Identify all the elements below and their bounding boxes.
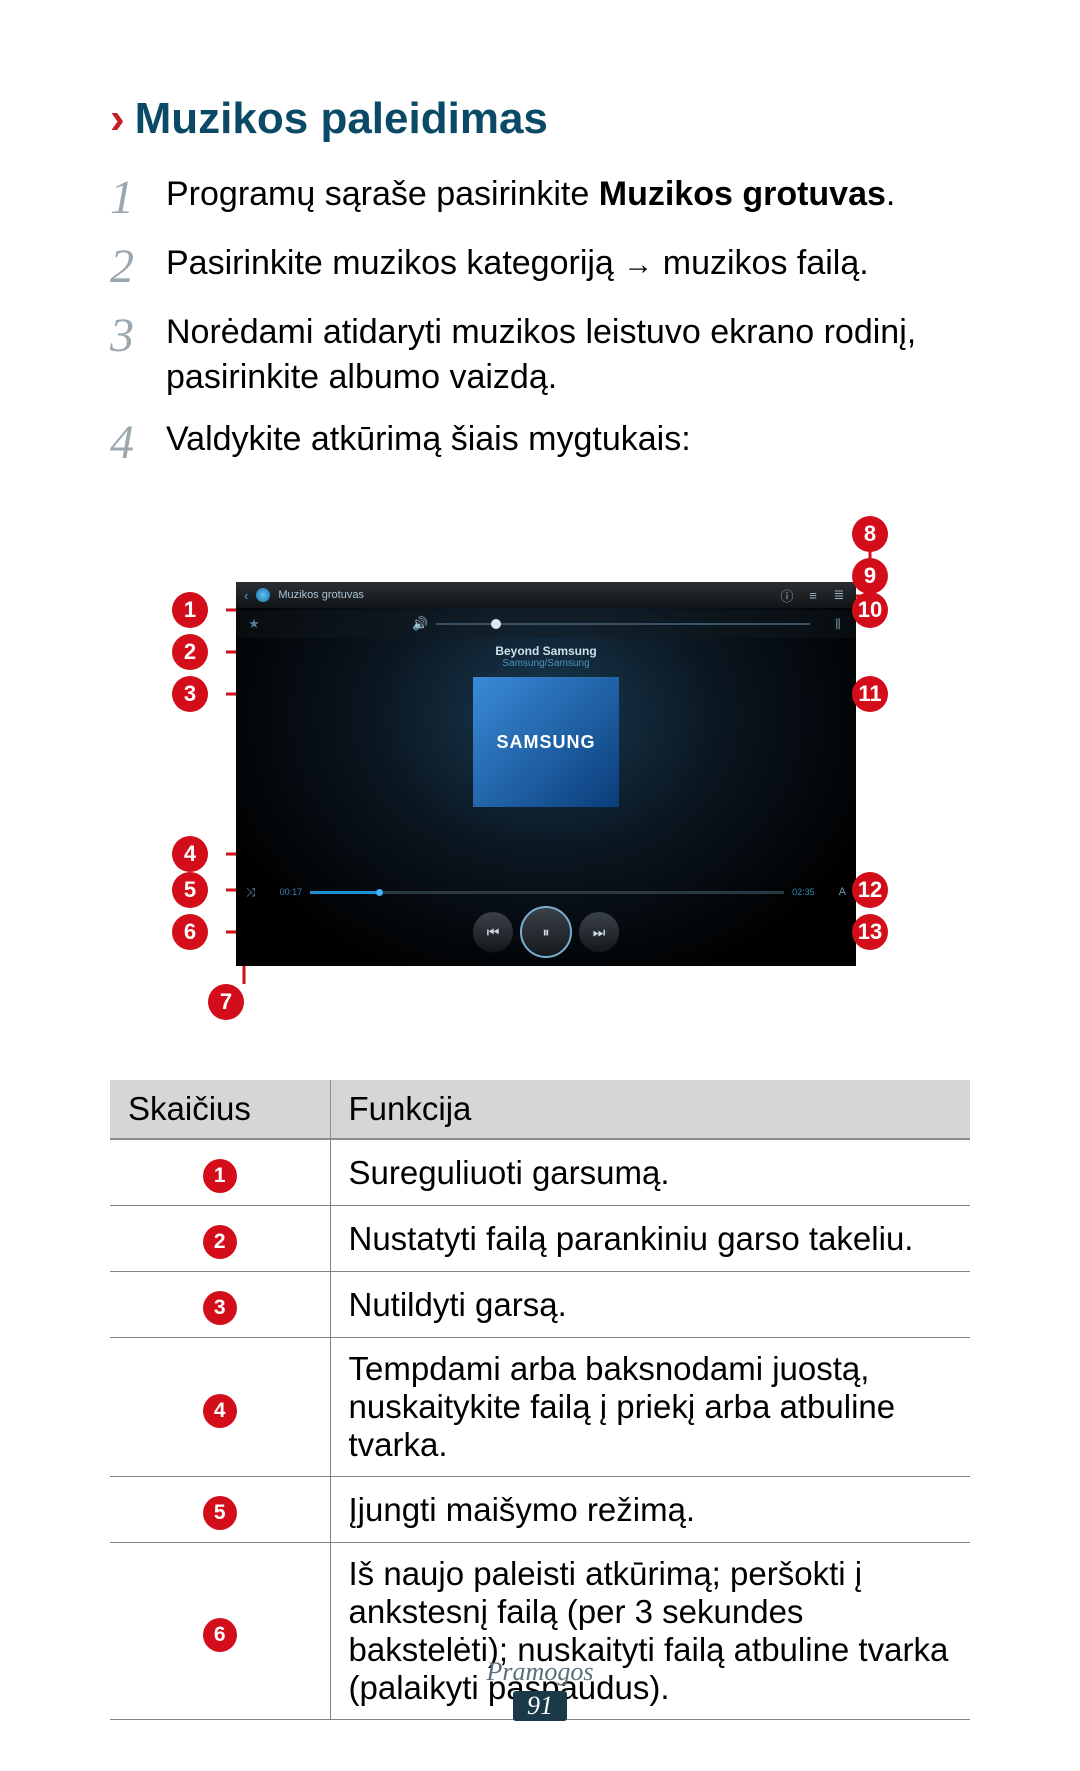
table-cell-number: 4 — [110, 1338, 330, 1477]
callout-badge: 13 — [852, 914, 888, 950]
table-row: 4 Tempdami arba baksnodami juostą, nuskai… — [110, 1338, 970, 1477]
step-number: 4 — [110, 417, 166, 470]
functions-table: Skaičius Funkcija 1 Sureguliuoti garsumą.… — [110, 1080, 970, 1720]
table-row: 1 Sureguliuoti garsumą. — [110, 1139, 970, 1206]
step-text: Valdykite atkūrimą šiais mygtukais: — [166, 417, 970, 463]
back-icon[interactable]: ‹ — [244, 588, 248, 603]
number-badge: 5 — [203, 1496, 237, 1530]
volume-slider[interactable] — [436, 623, 810, 625]
player-title: Muzikos grotuvas — [278, 589, 364, 601]
table-cell-number: 2 — [110, 1206, 330, 1272]
shuffle-icon[interactable]: ⤨ — [246, 885, 256, 900]
next-button[interactable]: ⏭ — [578, 911, 620, 953]
favorite-icon[interactable]: ★ — [236, 616, 272, 632]
step-number: 2 — [110, 241, 166, 294]
callout-badge: 1 — [172, 592, 208, 628]
heading-title: Muzikos paleidimas — [135, 94, 548, 144]
info-icon[interactable]: ⓘ — [778, 586, 796, 605]
arrow-icon: → — [623, 248, 653, 281]
table-header-function: Funkcija — [330, 1080, 970, 1139]
table-cell-description: Įjungti maišymo režimą. — [330, 1477, 970, 1543]
progress-row: ⤨ 00:17 02:35 A — [236, 882, 856, 902]
speaker-icon[interactable]: 🔊 — [412, 616, 428, 632]
table-row: 5 Įjungti maišymo režimą. — [110, 1477, 970, 1543]
step-number: 1 — [110, 172, 166, 225]
player-topbar: ‹ Muzikos grotuvas ⓘ ≡ ≣ — [236, 582, 856, 608]
step-item: 2 Pasirinkite muzikos kategoriją → muzik… — [110, 241, 970, 294]
step-number: 3 — [110, 310, 166, 363]
table-cell-description: Nutildyti garsą. — [330, 1272, 970, 1338]
footer-section: Pramogos — [0, 1657, 1080, 1687]
steps-list: 1 Programų sąraše pasirinkite Muzikos gr… — [110, 172, 970, 470]
callout-badge: 10 — [852, 592, 888, 628]
playback-controls: ⏮ ⏸ ⏭ — [236, 904, 856, 960]
step-item: 3 Norėdami atidaryti muzikos leistuvo ek… — [110, 310, 970, 402]
callout-badge: 9 — [852, 558, 888, 594]
step-text: Pasirinkite muzikos kategoriją → muzikos… — [166, 241, 970, 287]
step-item: 4 Valdykite atkūrimą šiais mygtukais: — [110, 417, 970, 470]
album-art[interactable]: SAMSUNG — [473, 677, 619, 807]
callout-badge: 12 — [852, 872, 888, 908]
callout-badge: 5 — [172, 872, 208, 908]
table-row: 2 Nustatyti failą parankiniu garso takeli… — [110, 1206, 970, 1272]
number-badge: 2 — [203, 1225, 237, 1259]
music-player-screenshot: ‹ Muzikos grotuvas ⓘ ≡ ≣ ★ 🔊 ⫼ Beyond Sa… — [236, 582, 856, 966]
section-heading: › Muzikos paleidimas — [110, 94, 970, 144]
number-badge: 3 — [203, 1291, 237, 1325]
equalizer-icon[interactable]: ⫼ — [820, 617, 856, 632]
table-cell-number: 5 — [110, 1477, 330, 1543]
callout-badge: 2 — [172, 634, 208, 670]
page-number: 91 — [513, 1691, 567, 1721]
page-footer: Pramogos 91 — [0, 1657, 1080, 1721]
playlist-icon[interactable]: ≡ — [804, 588, 822, 603]
globe-icon — [256, 588, 270, 602]
number-badge: 4 — [203, 1394, 237, 1428]
step-text: Programų sąraše pasirinkite Muzikos grot… — [166, 172, 970, 218]
volume-row: ★ 🔊 ⫼ — [236, 610, 856, 638]
table-row: 3 Nutildyti garsą. — [110, 1272, 970, 1338]
table-cell-description: Nustatyti failą parankiniu garso takeliu… — [330, 1206, 970, 1272]
table-header-number: Skaičius — [110, 1080, 330, 1139]
number-badge: 1 — [203, 1159, 237, 1193]
repeat-icon[interactable]: A — [839, 886, 846, 898]
callout-badge: 3 — [172, 676, 208, 712]
step-text: Norėdami atidaryti muzikos leistuvo ekra… — [166, 310, 970, 402]
time-elapsed: 00:17 — [280, 887, 303, 897]
callout-badge: 6 — [172, 914, 208, 950]
player-figure: ‹ Muzikos grotuvas ⓘ ≡ ≣ ★ 🔊 ⫼ Beyond Sa… — [110, 500, 970, 1040]
time-total: 02:35 — [792, 887, 815, 897]
chevron-icon: › — [110, 94, 125, 144]
track-artist: Samsung/Samsung — [236, 658, 856, 669]
callout-badge: 7 — [208, 984, 244, 1020]
prev-button[interactable]: ⏮ — [472, 911, 514, 953]
table-cell-number: 3 — [110, 1272, 330, 1338]
progress-bar[interactable] — [310, 891, 784, 894]
number-badge: 6 — [203, 1618, 237, 1652]
step-item: 1 Programų sąraše pasirinkite Muzikos gr… — [110, 172, 970, 225]
callout-badge: 8 — [852, 516, 888, 552]
track-title: Beyond Samsung — [236, 644, 856, 658]
pause-button[interactable]: ⏸ — [520, 906, 572, 958]
table-cell-description: Sureguliuoti garsumą. — [330, 1139, 970, 1206]
callout-badge: 11 — [852, 676, 888, 712]
menu-icon[interactable]: ≣ — [830, 587, 848, 603]
callout-badge: 4 — [172, 836, 208, 872]
table-cell-number: 1 — [110, 1139, 330, 1206]
table-cell-description: Tempdami arba baksnodami juostą, nuskait… — [330, 1338, 970, 1477]
